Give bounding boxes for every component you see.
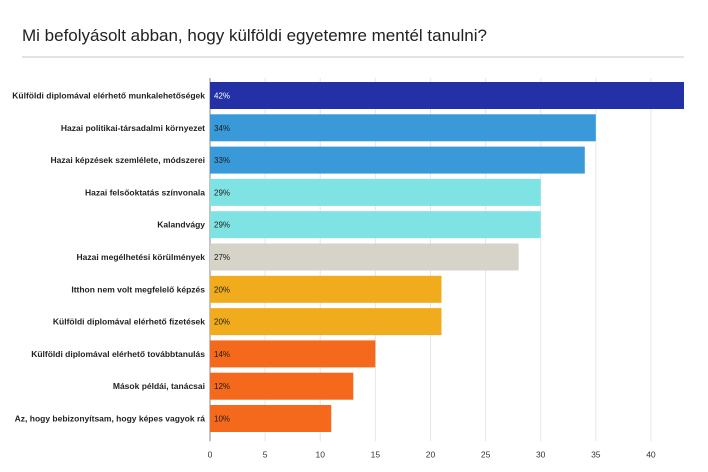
bar-value-label: 34%	[214, 124, 230, 133]
x-tick-label: 10	[315, 449, 325, 459]
bar-value-label: 29%	[214, 221, 230, 230]
bar-value-label: 42%	[214, 92, 230, 101]
bars: 42% 34% 33% 29% 29% 27% 20% 20% 14% 12% 10%	[210, 82, 684, 432]
bar	[210, 211, 541, 239]
bar-value-label: 10%	[214, 415, 230, 424]
bar-value-label: 14%	[214, 350, 230, 359]
bar	[210, 114, 596, 142]
x-tick-label: 40	[646, 449, 656, 459]
x-tick-label: 25	[481, 449, 491, 459]
title-divider	[22, 56, 684, 58]
bar	[210, 275, 442, 303]
x-tick-label: 30	[536, 449, 546, 459]
bar	[210, 308, 442, 336]
bar	[210, 372, 354, 400]
category-label: Kalandvágy	[157, 220, 205, 230]
bar	[210, 340, 376, 368]
category-label: Külföldi diplomával elérhető továbbtanul…	[31, 349, 205, 359]
x-tick-label: 20	[426, 449, 436, 459]
bar	[210, 243, 519, 271]
bar-value-label: 12%	[214, 382, 230, 391]
bar-value-label: 20%	[214, 285, 230, 294]
category-label: Külföldi diplomával elérhető fizetések	[53, 317, 205, 327]
bar	[210, 146, 585, 174]
category-labels: Külföldi diplomával elérhető munkalehető…	[12, 91, 205, 424]
bar	[210, 405, 332, 432]
category-label: Hazai politikai-társadalmi környezet	[61, 123, 205, 133]
bar-value-label: 27%	[214, 253, 230, 262]
x-axis-ticks: 0 5 10 15 20 25 30 35 40	[208, 449, 656, 459]
x-tick-label: 35	[591, 449, 601, 459]
bar	[210, 82, 684, 109]
category-label: Az, hogy bebizonyítsam, hogy képes vagyo…	[15, 414, 206, 424]
category-label: Mások példái, tanácsai	[113, 381, 205, 391]
x-tick-label: 0	[208, 449, 213, 459]
category-label: Külföldi diplomával elérhető munkalehető…	[12, 91, 205, 101]
bar-value-label: 29%	[214, 188, 230, 197]
bar-value-label: 20%	[214, 318, 230, 327]
bar	[210, 178, 541, 206]
chart-title: Mi befolyásolt abban, hogy külföldi egye…	[22, 26, 487, 45]
bar-value-label: 33%	[214, 156, 230, 165]
x-tick-label: 5	[263, 449, 268, 459]
category-label: Hazai felsőoktatás színvonala	[85, 187, 205, 197]
x-tick-label: 15	[371, 449, 381, 459]
category-label: Itthon nem volt megfelelő képzés	[71, 284, 205, 294]
category-label: Hazai megélhetési körülmények	[76, 252, 205, 262]
category-label: Hazai képzések szemlélete, módszerei	[51, 155, 206, 165]
